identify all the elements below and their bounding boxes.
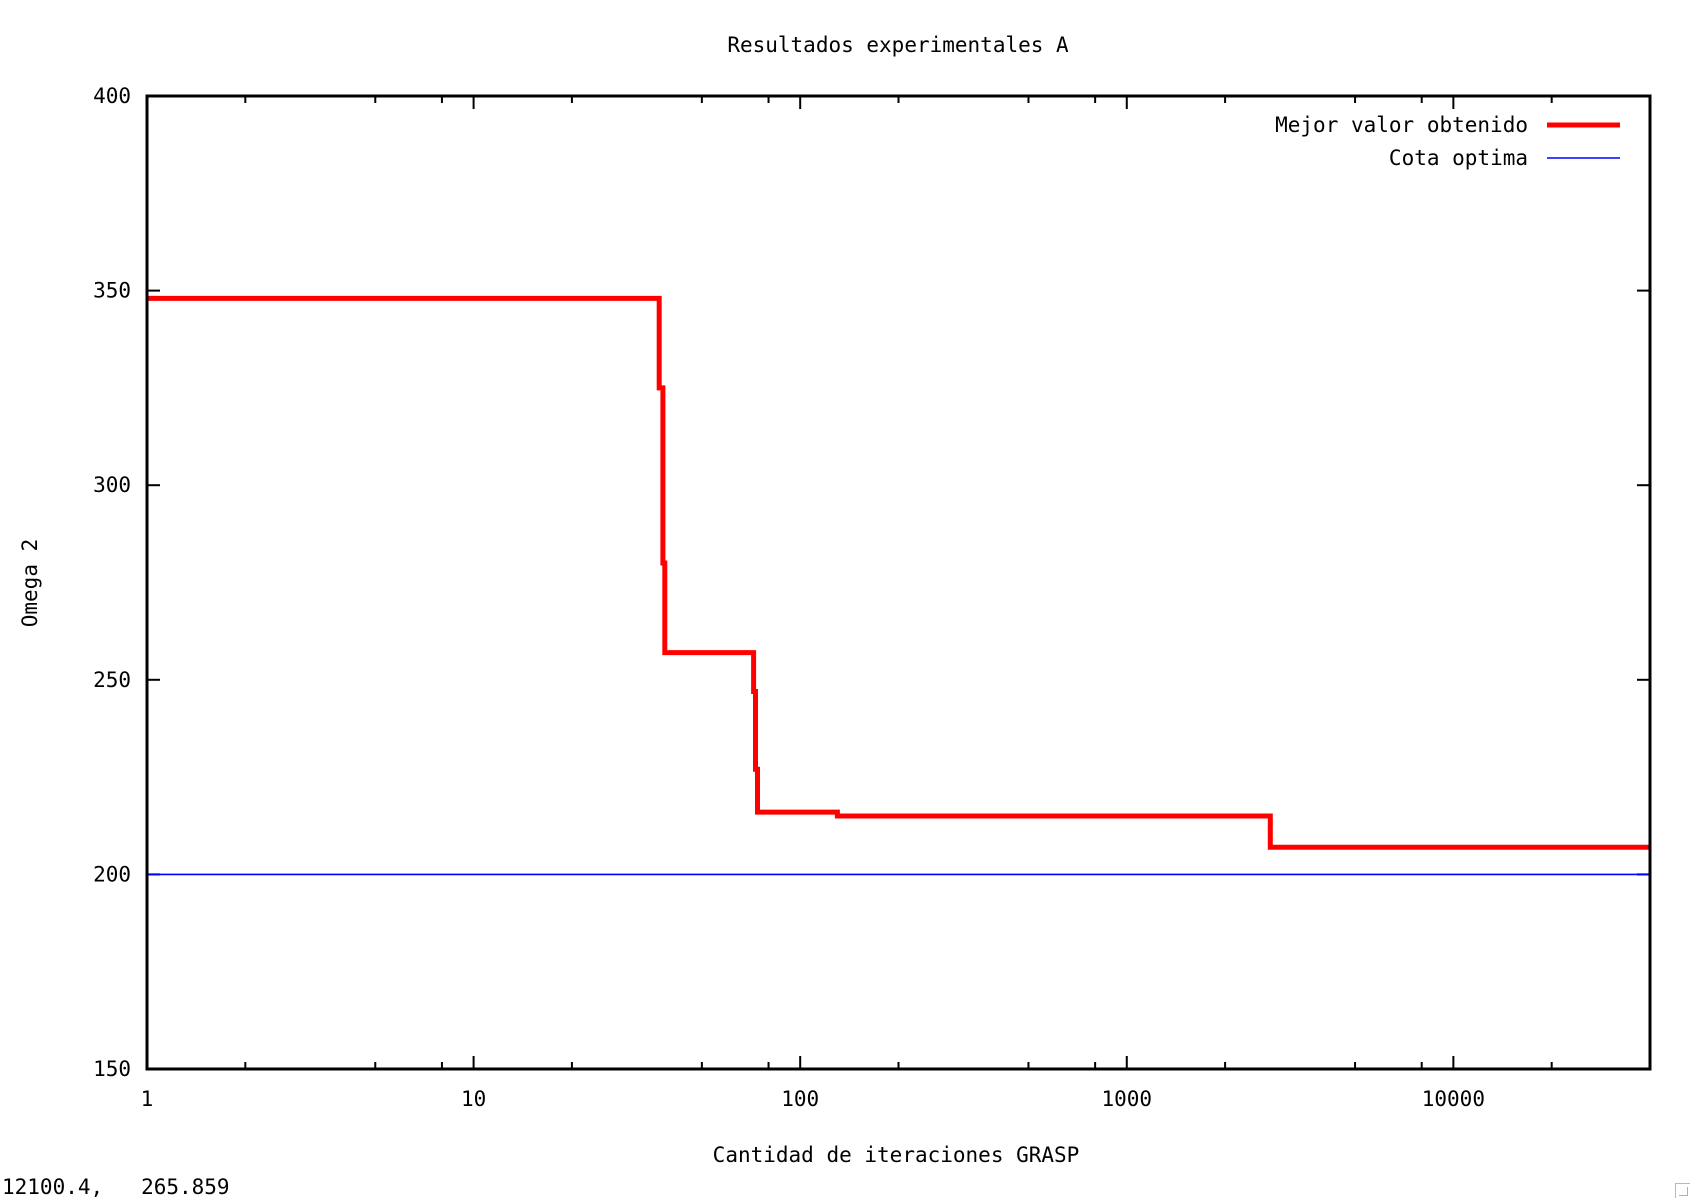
x-tick-label: 10 xyxy=(461,1087,486,1111)
y-tick-label: 400 xyxy=(93,84,131,108)
legend-label: Mejor valor obtenido xyxy=(1275,113,1528,137)
y-tick-label: 200 xyxy=(93,862,131,886)
plot-frame xyxy=(145,94,1652,1071)
series-line-best-value xyxy=(147,295,1650,850)
chart-title: Resultados experimentales A xyxy=(727,33,1069,57)
x-axis-label: Cantidad de iteraciones GRASP xyxy=(713,1143,1080,1167)
resize-grip-icon[interactable] xyxy=(1675,1183,1690,1198)
legend-label: Cota optima xyxy=(1389,146,1528,170)
coordinate-readout: 12100.4, 265.859 xyxy=(2,1175,230,1199)
y-tick-label: 150 xyxy=(93,1057,131,1081)
x-tick-label: 100 xyxy=(781,1087,819,1111)
x-tick-label: 10000 xyxy=(1422,1087,1485,1111)
y-tick-label: 300 xyxy=(93,473,131,497)
y-tick-label: 250 xyxy=(93,668,131,692)
x-tick-label: 1 xyxy=(141,1087,154,1111)
tick-marks: 150 200 250 300 350 400 1 10 100 1000 10000 xyxy=(93,84,1650,1111)
data-series xyxy=(147,295,1650,876)
y-tick-label: 350 xyxy=(93,279,131,303)
legend: Mejor valor obtenido Cota optima xyxy=(1275,113,1620,170)
x-tick-label: 1000 xyxy=(1101,1087,1152,1111)
y-axis-label: Omega 2 xyxy=(18,539,42,628)
